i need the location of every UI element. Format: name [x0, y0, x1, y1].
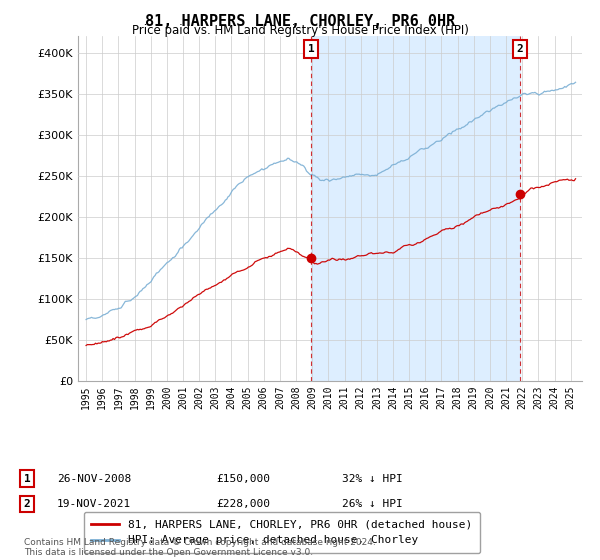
Text: Contains HM Land Registry data © Crown copyright and database right 2024.
This d: Contains HM Land Registry data © Crown c… [24, 538, 376, 557]
Text: 26% ↓ HPI: 26% ↓ HPI [342, 499, 403, 509]
Legend: 81, HARPERS LANE, CHORLEY, PR6 0HR (detached house), HPI: Average price, detache: 81, HARPERS LANE, CHORLEY, PR6 0HR (deta… [83, 512, 480, 553]
Text: £150,000: £150,000 [216, 474, 270, 484]
Text: 81, HARPERS LANE, CHORLEY, PR6 0HR: 81, HARPERS LANE, CHORLEY, PR6 0HR [145, 14, 455, 29]
Bar [311, 36, 520, 381]
Text: 1: 1 [308, 44, 314, 54]
Text: 19-NOV-2021: 19-NOV-2021 [57, 499, 131, 509]
Text: 2: 2 [23, 499, 31, 509]
Text: 26-NOV-2008: 26-NOV-2008 [57, 474, 131, 484]
Text: 2: 2 [517, 44, 524, 54]
Text: 1: 1 [23, 474, 31, 484]
Text: 32% ↓ HPI: 32% ↓ HPI [342, 474, 403, 484]
Text: £228,000: £228,000 [216, 499, 270, 509]
Text: Price paid vs. HM Land Registry's House Price Index (HPI): Price paid vs. HM Land Registry's House … [131, 24, 469, 37]
